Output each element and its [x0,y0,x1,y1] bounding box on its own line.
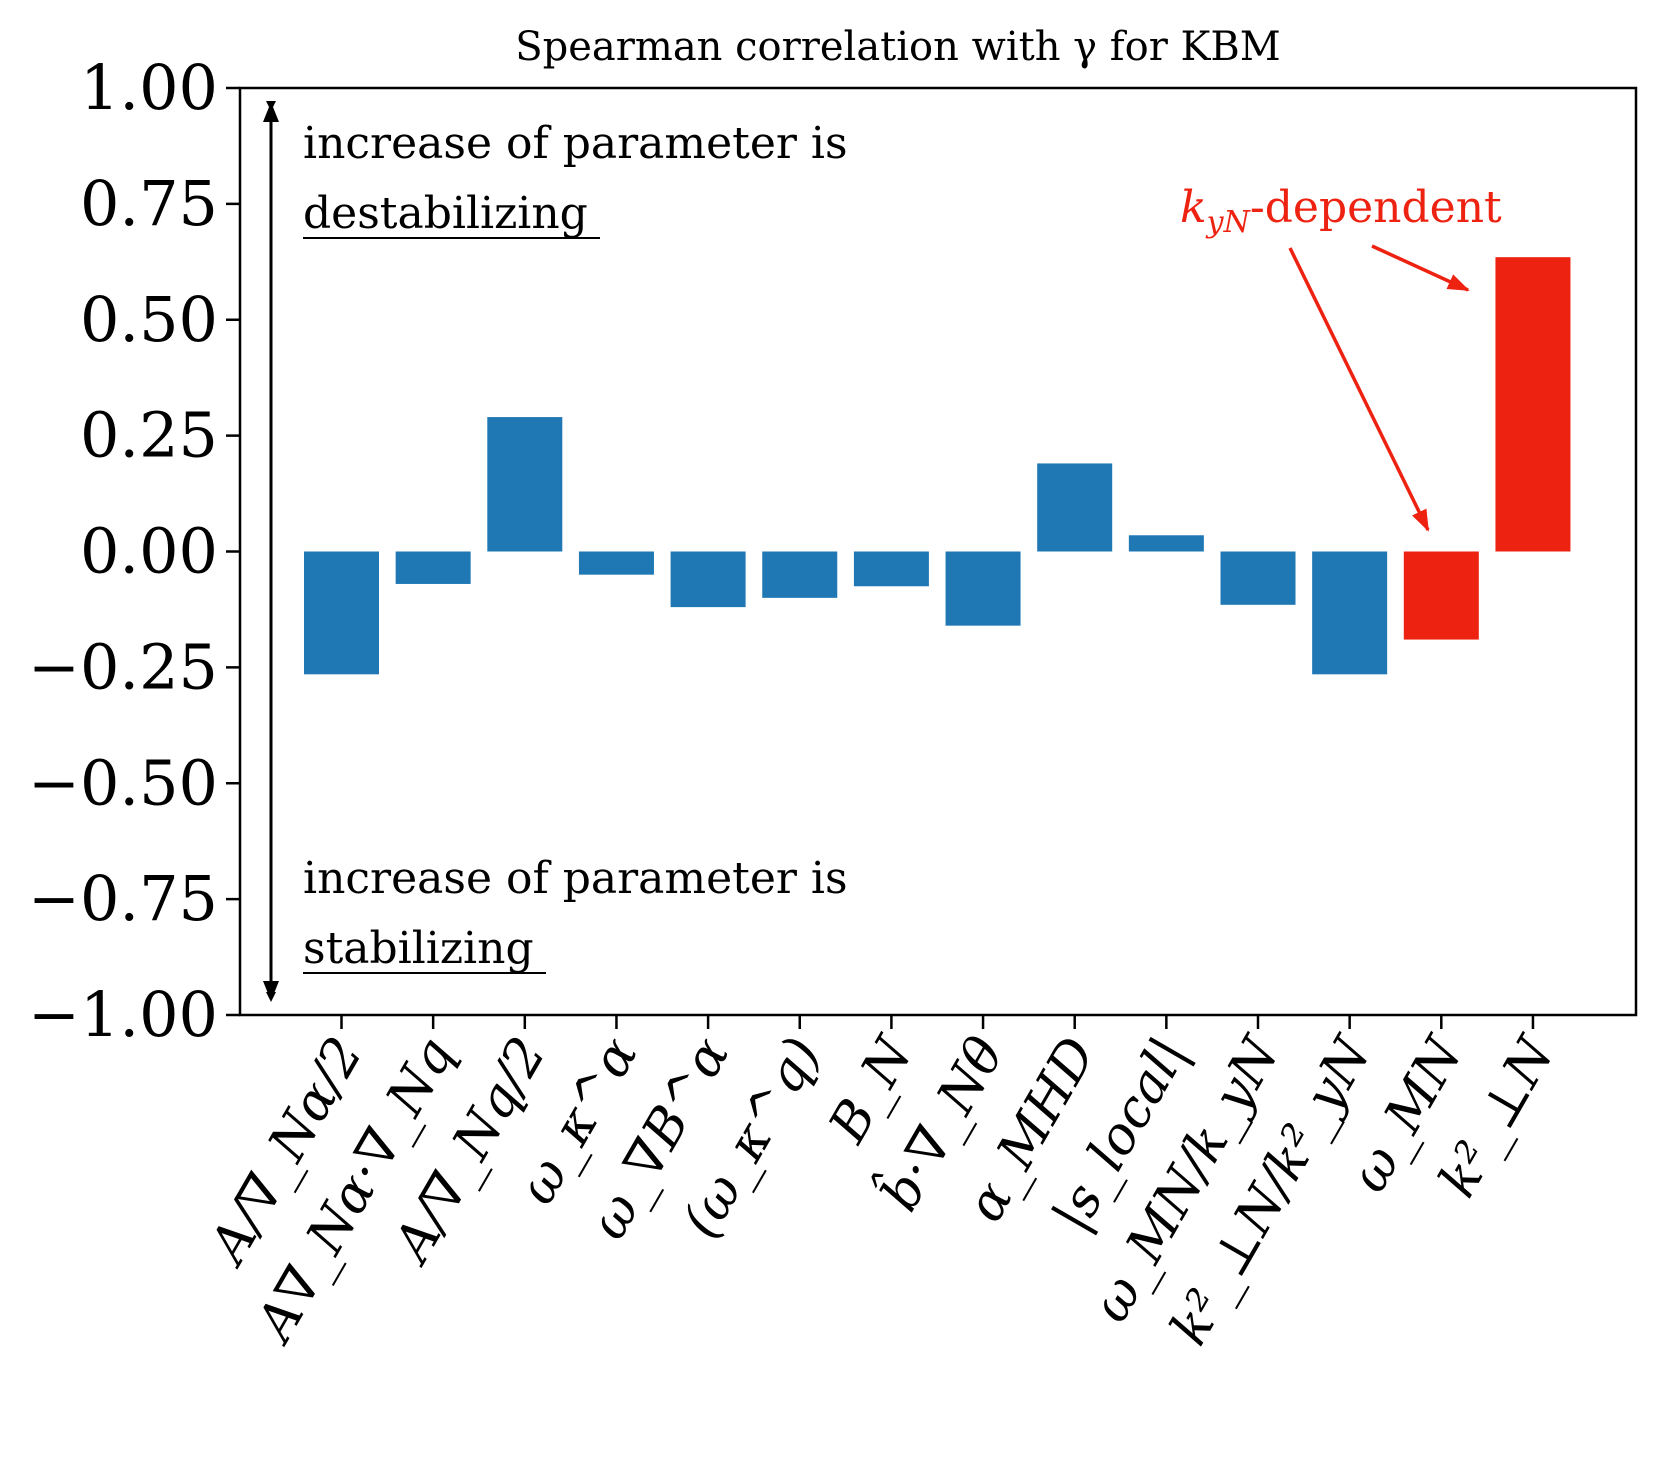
y-tick-label: 0.50 [80,283,218,356]
kyn-k: k [1180,182,1207,233]
annotation-bottom-line1: increase of parameter is [303,853,848,904]
y-tick-label: 0.75 [80,167,218,240]
kyn-sub: yN [1205,205,1252,240]
bars-group [304,257,1571,675]
annotation-top-line2: destabilizing [303,188,588,239]
arrow-head-top [263,102,279,122]
kyn-dependent-label: kyN-dependent [1180,182,1502,240]
kyn-rest: -dependent [1250,182,1502,233]
y-tick-label: −0.25 [28,630,218,703]
bar-9 [1037,463,1113,552]
bar-6 [762,551,838,598]
bar-5 [670,551,746,608]
bar-10 [1128,535,1204,552]
y-tick-label: 1.00 [80,51,218,124]
annotation-top-line1: increase of parameter is [303,118,848,169]
bar-3 [487,417,563,552]
y-tick-label: 0.00 [80,515,218,588]
bar-1 [304,551,379,675]
bar-12 [1312,551,1388,675]
y-tick-label: −0.50 [28,746,218,819]
arrow-head-bottom [263,981,279,1001]
y-tick-label: −0.75 [28,862,218,935]
red-arrow-to-omega-mn [1288,247,1430,532]
y-tick-label: −1.00 [28,978,218,1051]
bar-13 [1403,551,1479,640]
annotation-bottom-line2: stabilizing [303,923,534,974]
bar-4 [578,551,654,575]
x-axis: A/∇_Nα/2A∇_Nα·∇_NqA/∇_Nq/2ω_κ^αω_∇B^α(ω_… [196,1015,1567,1355]
bar-7 [853,551,929,587]
bar-8 [945,551,1021,626]
y-tick-label: 0.25 [80,399,218,472]
bar-11 [1220,551,1296,605]
y-axis: 1.00 0.75 0.50 0.25 0.00 −0.25 −0.50 −0.75 −1.00 [28,51,240,1051]
chart-title: Spearman correlation with γ for KBM [515,24,1281,70]
bar-14 [1495,257,1571,552]
bar-2 [395,551,471,584]
red-arrow-to-k-perp [1371,244,1470,292]
